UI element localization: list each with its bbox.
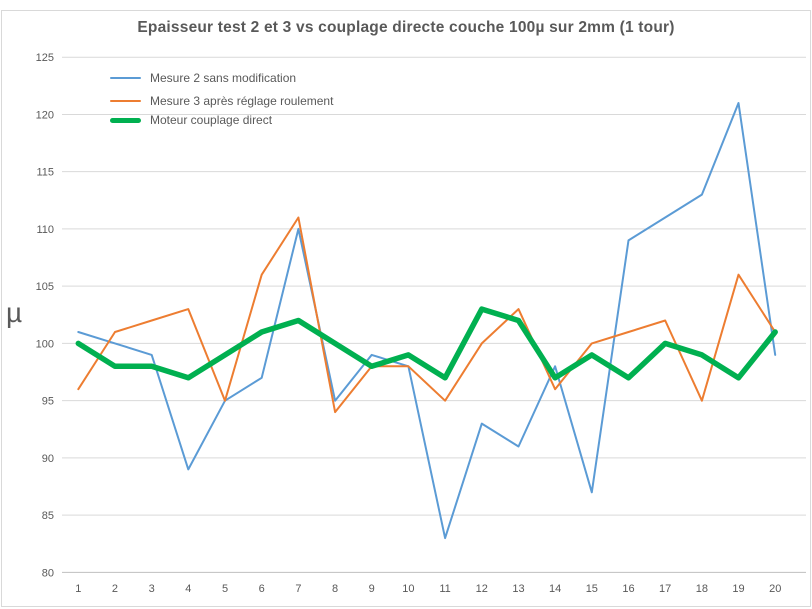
y-tick-label: 105 bbox=[36, 281, 54, 293]
y-tick-label: 100 bbox=[36, 338, 54, 350]
x-tick-label: 8 bbox=[332, 583, 338, 595]
x-tick-label: 9 bbox=[369, 583, 375, 595]
x-tick-label: 2 bbox=[112, 583, 118, 595]
x-tick-label: 13 bbox=[512, 583, 524, 595]
chart-title: Epaisseur test 2 et 3 vs couplage direct… bbox=[137, 19, 675, 36]
y-tick-label: 125 bbox=[36, 52, 54, 64]
y-tick-label: 90 bbox=[42, 453, 54, 465]
legend-swatch-mesure-2-icon bbox=[110, 77, 141, 79]
legend-swatch-moteur-icon bbox=[110, 117, 141, 123]
x-tick-label: 18 bbox=[696, 583, 708, 595]
x-tick-label: 11 bbox=[439, 583, 450, 595]
legend-swatch-mesure-3-icon bbox=[110, 100, 141, 102]
x-tick-label: 12 bbox=[476, 583, 488, 595]
y-axis-title: µ bbox=[6, 297, 23, 328]
x-tick-label: 3 bbox=[149, 583, 155, 595]
y-tick-label: 115 bbox=[36, 167, 54, 179]
legend-item-mesure-3[interactable]: Mesure 3 après réglage roulement bbox=[110, 94, 333, 108]
x-tick-label: 16 bbox=[622, 583, 634, 595]
x-tick-label: 17 bbox=[659, 583, 671, 595]
x-tick-label: 14 bbox=[549, 583, 561, 595]
y-tick-label: 80 bbox=[42, 567, 54, 579]
legend-item-mesure-2[interactable]: Mesure 2 sans modification bbox=[110, 71, 333, 85]
legend-label: Mesure 2 sans modification bbox=[150, 71, 297, 85]
x-tick-label: 4 bbox=[185, 583, 191, 595]
series-line-1[interactable] bbox=[77, 216, 777, 414]
legend-item-moteur[interactable]: Moteur couplage direct bbox=[110, 113, 333, 127]
x-tick-label: 1 bbox=[75, 583, 81, 595]
legend: Mesure 2 sans modification Mesure 3 aprè… bbox=[110, 71, 333, 136]
x-tick-label: 19 bbox=[732, 583, 744, 595]
series-line-0[interactable] bbox=[77, 102, 777, 540]
x-tick-label: 7 bbox=[295, 583, 301, 595]
x-tick-label: 5 bbox=[222, 583, 228, 595]
y-tick-label: 110 bbox=[36, 224, 54, 236]
x-tick-label: 6 bbox=[259, 583, 265, 595]
x-tick-label: 20 bbox=[769, 583, 781, 595]
legend-label: Moteur couplage direct bbox=[150, 113, 273, 127]
x-tick-label: 15 bbox=[586, 583, 598, 595]
y-tick-label: 120 bbox=[36, 109, 54, 121]
series-line-2[interactable] bbox=[75, 306, 778, 381]
y-tick-label: 95 bbox=[42, 396, 54, 408]
y-tick-label: 85 bbox=[42, 510, 54, 522]
legend-label: Mesure 3 après réglage roulement bbox=[150, 94, 334, 108]
x-tick-label: 10 bbox=[402, 583, 414, 595]
